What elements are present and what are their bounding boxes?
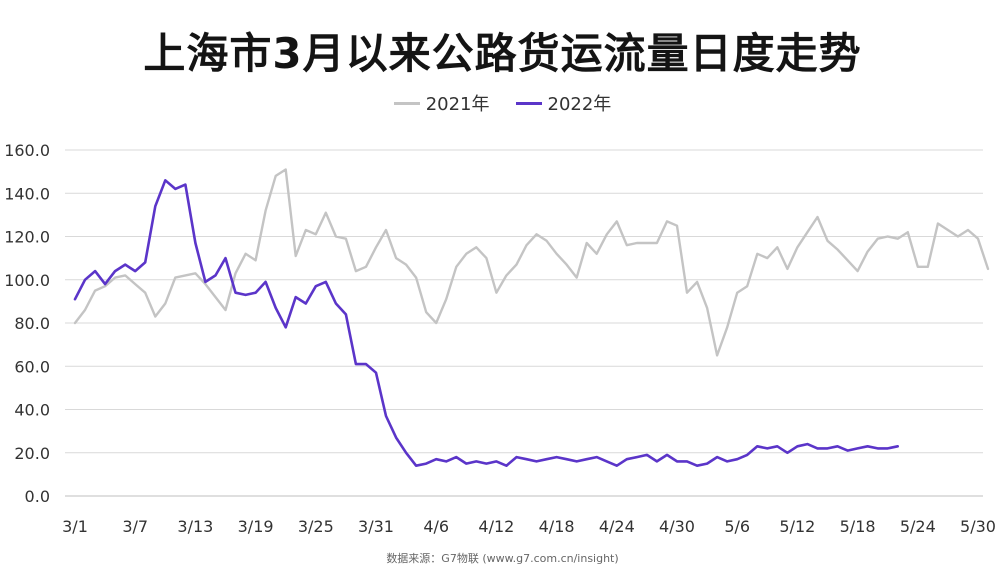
- y-tick-label: 0.0: [25, 487, 50, 506]
- chart-title: 上海市3月以来公路货运流量日度走势: [143, 29, 862, 78]
- x-tick-label: 5/12: [779, 517, 815, 536]
- x-tick-label: 3/13: [177, 517, 213, 536]
- legend-swatch-2021: [393, 101, 420, 105]
- series-line-2021: [73, 168, 990, 357]
- x-tick-label: 3/31: [358, 517, 394, 536]
- x-tick-label: 5/30: [960, 517, 996, 536]
- source-note: 数据来源：G7物联 (www.g7.com.cn/insight): [386, 552, 619, 565]
- x-tick-label: 3/19: [238, 517, 274, 536]
- x-tick-label: 5/24: [900, 517, 936, 536]
- x-tick-label: 4/6: [423, 517, 449, 536]
- x-tick-label: 4/12: [478, 517, 514, 536]
- y-tick-label: 60.0: [14, 357, 50, 376]
- chart-legend: 2021年 2022年: [0, 90, 1005, 116]
- x-tick-label: 4/24: [599, 517, 635, 536]
- y-tick-label: 100.0: [4, 271, 50, 290]
- series-line-2022: [73, 179, 900, 468]
- x-tick-label: 3/1: [62, 517, 88, 536]
- legend-item-2022: 2022年: [515, 90, 612, 116]
- y-tick-label: 80.0: [14, 314, 50, 333]
- legend-swatch-2022: [515, 101, 542, 105]
- y-tick-label: 20.0: [14, 444, 50, 463]
- x-tick-label: 3/25: [298, 517, 334, 536]
- legend-label-2021: 2021年: [425, 94, 490, 115]
- x-tick-label: 4/18: [539, 517, 575, 536]
- x-tick-label: 5/6: [724, 517, 750, 536]
- x-tick-label: 4/30: [659, 517, 695, 536]
- y-tick-label: 140.0: [4, 184, 50, 203]
- x-tick-label: 5/18: [840, 517, 876, 536]
- y-tick-label: 40.0: [14, 401, 50, 420]
- y-tick-label: 120.0: [4, 228, 50, 247]
- legend-item-2021: 2021年: [393, 90, 490, 116]
- x-tick-label: 3/7: [122, 517, 148, 536]
- legend-label-2022: 2022年: [547, 94, 612, 115]
- y-tick-label: 160.0: [4, 141, 50, 160]
